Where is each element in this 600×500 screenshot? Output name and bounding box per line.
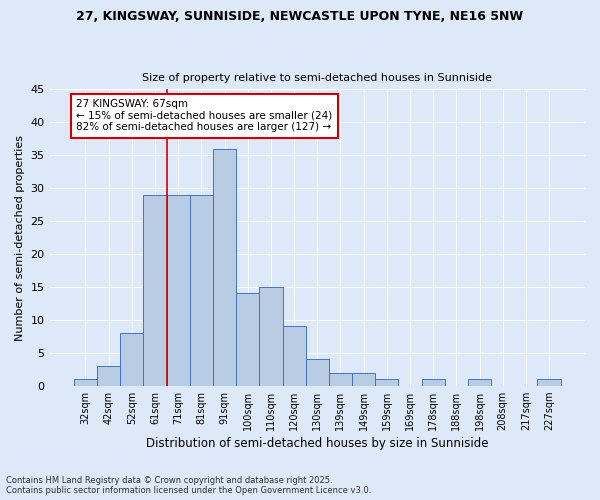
Bar	[468, 379, 491, 386]
Bar	[167, 194, 190, 386]
Text: 27, KINGSWAY, SUNNISIDE, NEWCASTLE UPON TYNE, NE16 5NW: 27, KINGSWAY, SUNNISIDE, NEWCASTLE UPON …	[76, 10, 524, 23]
X-axis label: Distribution of semi-detached houses by size in Sunniside: Distribution of semi-detached houses by …	[146, 437, 488, 450]
Bar	[305, 360, 329, 386]
Bar	[283, 326, 305, 386]
Bar	[213, 148, 236, 386]
Bar	[143, 194, 167, 386]
Bar	[538, 379, 560, 386]
Bar	[236, 294, 259, 386]
Text: Contains HM Land Registry data © Crown copyright and database right 2025.
Contai: Contains HM Land Registry data © Crown c…	[6, 476, 371, 495]
Title: Size of property relative to semi-detached houses in Sunniside: Size of property relative to semi-detach…	[142, 73, 492, 83]
Bar	[329, 372, 352, 386]
Bar	[190, 194, 213, 386]
Y-axis label: Number of semi-detached properties: Number of semi-detached properties	[15, 134, 25, 340]
Bar	[97, 366, 120, 386]
Text: 27 KINGSWAY: 67sqm
← 15% of semi-detached houses are smaller (24)
82% of semi-de: 27 KINGSWAY: 67sqm ← 15% of semi-detache…	[76, 99, 332, 132]
Bar	[375, 379, 398, 386]
Bar	[74, 379, 97, 386]
Bar	[120, 333, 143, 386]
Bar	[352, 372, 375, 386]
Bar	[259, 287, 283, 386]
Bar	[422, 379, 445, 386]
